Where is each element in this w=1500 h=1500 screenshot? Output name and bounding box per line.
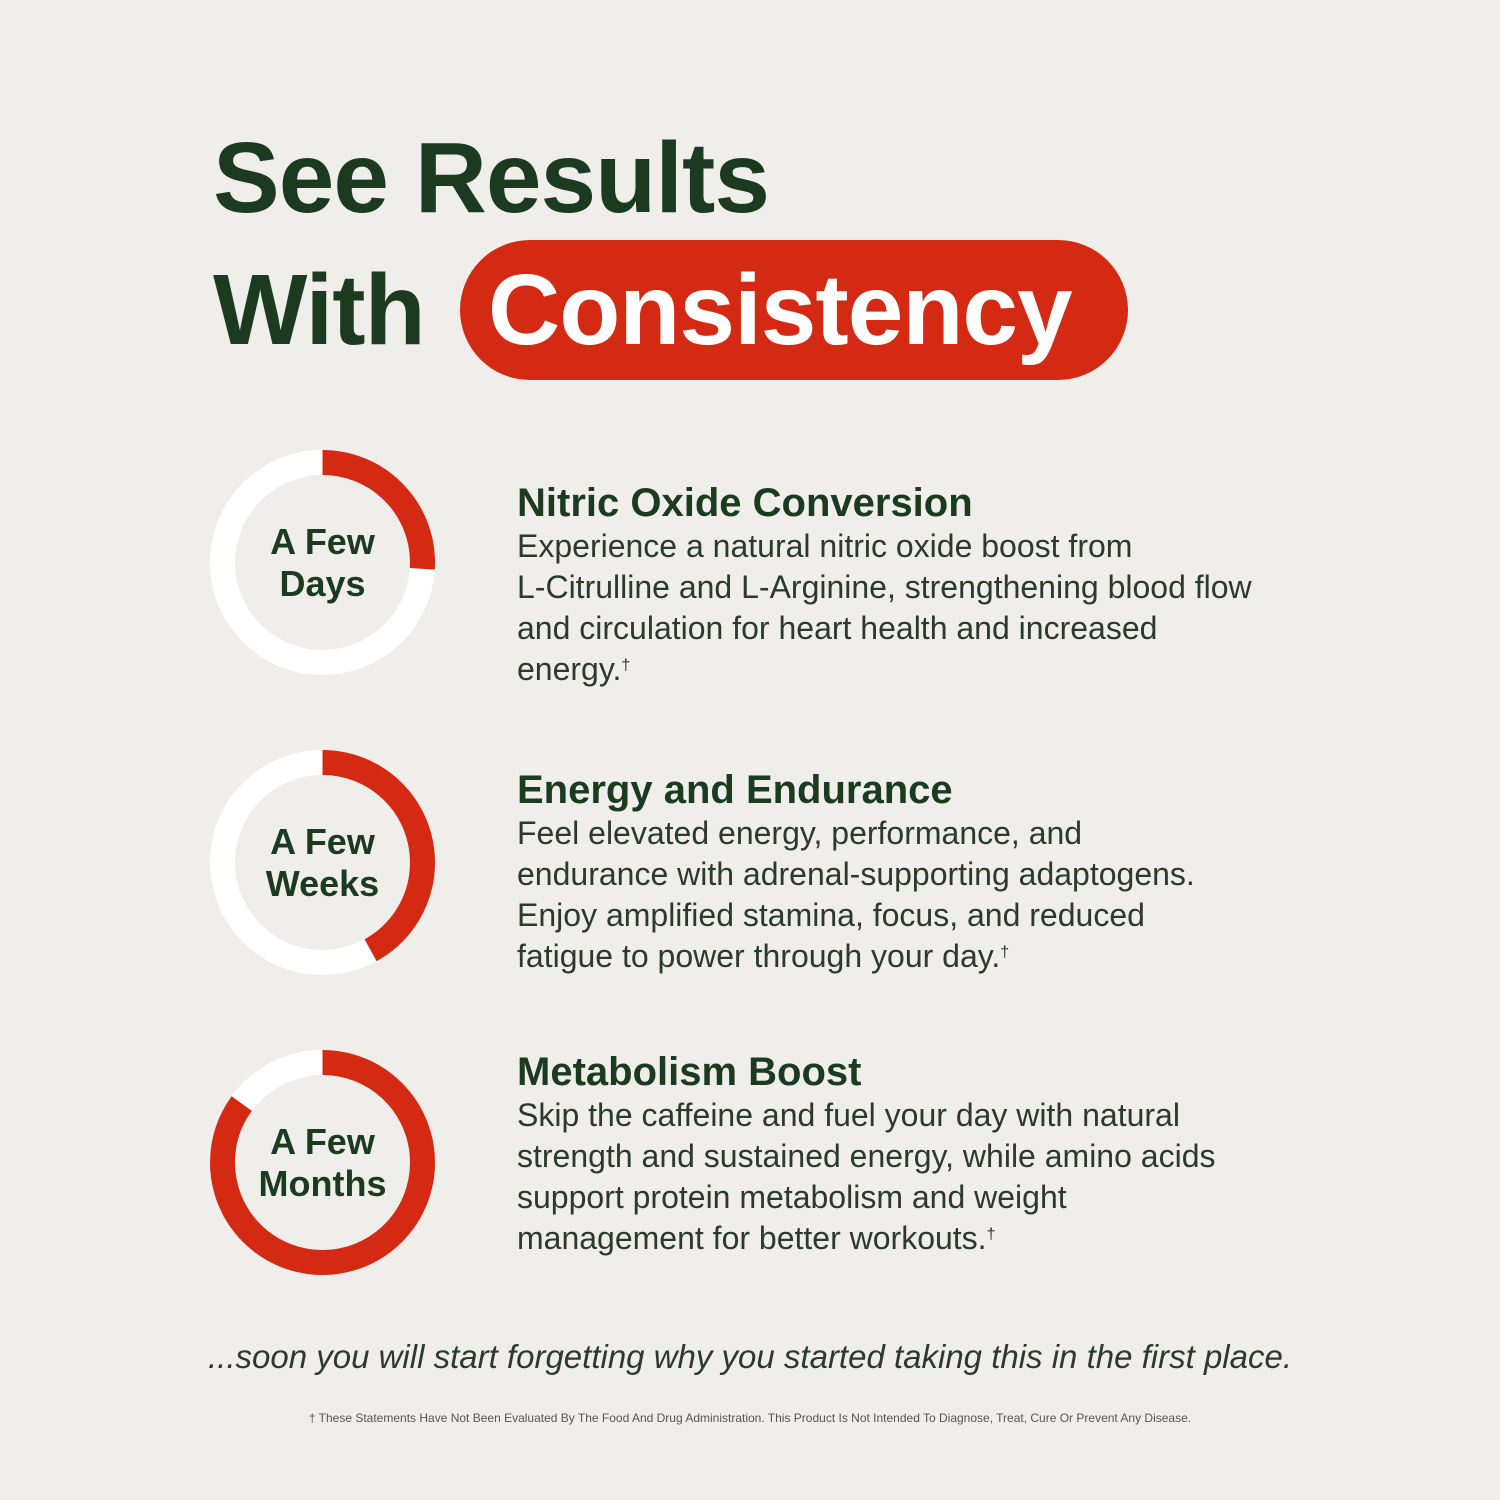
- highlight-pill: Consistency: [460, 240, 1128, 380]
- benefit-text-line: Skip the caffeine and fuel your day with…: [517, 1095, 1417, 1136]
- ring-label: A Few Months: [210, 1050, 435, 1275]
- benefit-heading: Energy and Endurance: [517, 768, 953, 812]
- benefit-section: Energy and Endurance Feel elevated energy…: [517, 767, 1417, 977]
- ring-label: A Few Weeks: [210, 750, 435, 975]
- headline-line-2: With: [213, 254, 426, 366]
- benefit-text-line: and circulation for heart health and inc…: [517, 608, 1417, 649]
- dagger-mark: †: [1000, 944, 1010, 961]
- benefit-heading: Nitric Oxide Conversion: [517, 481, 973, 525]
- benefit-text-line: Feel elevated energy, performance, and: [517, 813, 1417, 854]
- benefit-text: fatigue to power through your day.: [517, 938, 1001, 974]
- ring-progress: [210, 750, 435, 975]
- benefit-text: Enjoy amplified stamina, focus, and redu…: [517, 897, 1145, 933]
- ring-label-line: Weeks: [265, 862, 380, 904]
- ring-progress: [210, 450, 435, 675]
- ring-graphic: [210, 450, 435, 675]
- benefit-text-line: Enjoy amplified stamina, focus, and redu…: [517, 895, 1417, 936]
- benefit-text: Experience a natural nitric oxide boost …: [517, 528, 1133, 564]
- ring-label: A Few Days: [210, 450, 435, 675]
- ring-label-line: A Few: [270, 520, 375, 562]
- ring-label-line: A Few: [270, 820, 375, 862]
- dagger-mark: †: [621, 657, 631, 674]
- highlight-text: Consistency: [488, 254, 1073, 366]
- benefit-text-line: endurance with adrenal-supporting adapto…: [517, 854, 1417, 895]
- disclaimer: † These Statements Have Not Been Evaluat…: [308, 1411, 1192, 1425]
- ring-label-line: Days: [279, 562, 366, 604]
- ring-label-line: A Few: [270, 1120, 375, 1162]
- progress-ring: A Few Months: [210, 1050, 435, 1275]
- benefit-text-line: strength and sustained energy, while ami…: [517, 1136, 1417, 1177]
- benefit-text: energy.: [517, 651, 622, 687]
- benefit-text-line: fatigue to power through your day.†: [517, 936, 1417, 977]
- benefit-text-line: L-Citrulline and L-Arginine, strengtheni…: [517, 567, 1417, 608]
- benefit-text: endurance with adrenal-supporting adapto…: [517, 856, 1195, 892]
- benefit-text: management for better workouts.: [517, 1220, 987, 1256]
- benefit-section: Nitric Oxide Conversion Experience a natu…: [517, 480, 1417, 690]
- benefit-text-line: Experience a natural nitric oxide boost …: [517, 526, 1417, 567]
- benefit-text: Feel elevated energy, performance, and: [517, 815, 1083, 851]
- benefit-text: support protein metabolism and weight: [517, 1179, 1067, 1215]
- benefit-text: strength and sustained energy, while ami…: [517, 1138, 1216, 1174]
- benefit-section: Metabolism Boost Skip the caffeine and fu…: [517, 1049, 1417, 1259]
- progress-ring: A Few Days: [210, 450, 435, 675]
- benefit-text-line: management for better workouts.†: [517, 1218, 1417, 1259]
- ring-progress: [210, 1050, 435, 1275]
- dagger-mark: †: [986, 1226, 996, 1243]
- ring-graphic: [210, 750, 435, 975]
- ring-graphic: [210, 1050, 435, 1275]
- headline-line-1: See Results: [213, 122, 770, 234]
- benefit-text: Skip the caffeine and fuel your day with…: [517, 1097, 1180, 1133]
- tagline: ...soon you will start forgetting why yo…: [207, 1338, 1293, 1375]
- progress-ring: A Few Weeks: [210, 750, 435, 975]
- benefit-text: and circulation for heart health and inc…: [517, 610, 1158, 646]
- benefit-text: L-Citrulline and L-Arginine, strengtheni…: [517, 569, 1252, 605]
- benefit-text-line: energy.†: [517, 649, 1417, 690]
- benefit-heading: Metabolism Boost: [517, 1050, 862, 1094]
- ring-label-line: Months: [258, 1162, 387, 1204]
- benefit-text-line: support protein metabolism and weight: [517, 1177, 1417, 1218]
